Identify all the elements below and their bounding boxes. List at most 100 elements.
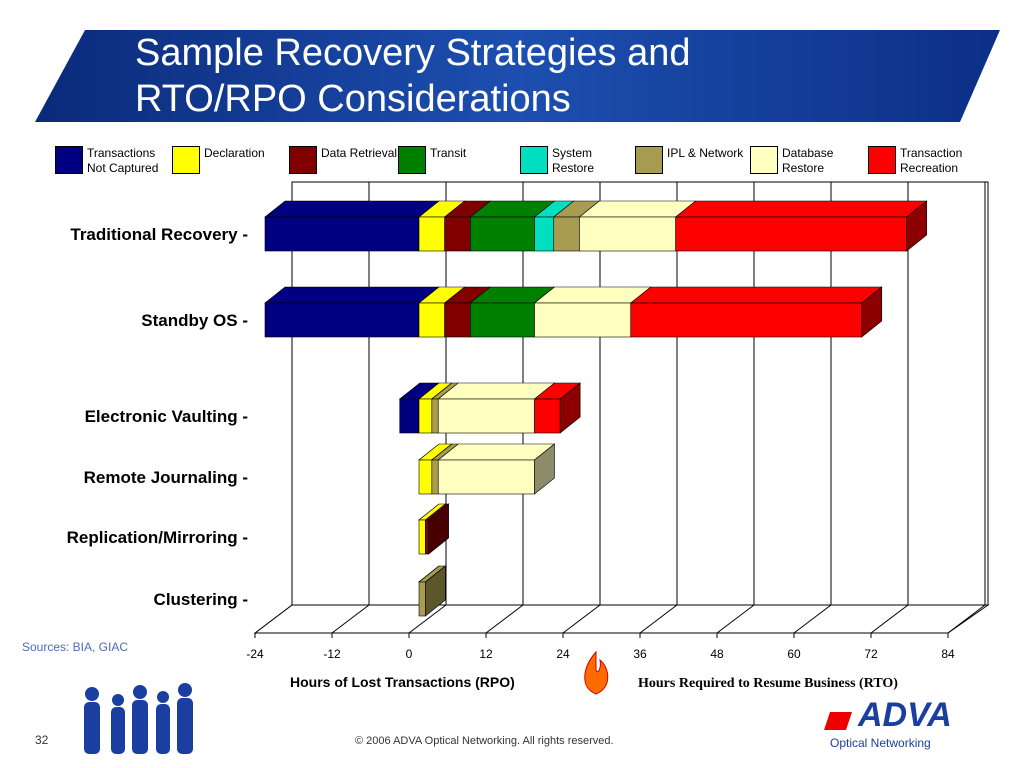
legend-swatch bbox=[289, 146, 317, 174]
legend-label: Declaration bbox=[204, 146, 265, 160]
bar bbox=[418, 459, 433, 495]
legend-label: System Restore bbox=[552, 146, 595, 175]
x-label-left: Hours of Lost Transactions (RPO) bbox=[290, 674, 515, 690]
floor-grid-line bbox=[562, 604, 601, 634]
floor-grid-line bbox=[716, 604, 755, 634]
legend-swatch bbox=[55, 146, 83, 174]
bar bbox=[444, 302, 471, 338]
bar-top bbox=[264, 286, 440, 304]
bar bbox=[470, 302, 535, 338]
legend-item: IPL & Network bbox=[635, 146, 745, 174]
y-tick-label: Traditional Recovery - bbox=[70, 225, 248, 244]
x-tick-label: 36 bbox=[633, 647, 647, 661]
bar-side bbox=[559, 382, 581, 434]
title: Sample Recovery Strategies and RTO/RPO C… bbox=[135, 32, 691, 120]
y-tick-label: Electronic Vaulting - bbox=[85, 407, 248, 426]
legend-item: Transit bbox=[398, 146, 508, 174]
sources: Sources: BIA, GIAC bbox=[21, 640, 129, 654]
bar-side bbox=[534, 443, 555, 495]
legend-swatch bbox=[398, 146, 426, 174]
floor bbox=[253, 604, 990, 634]
bar bbox=[264, 216, 420, 252]
plot: -24 -12 0 12 24 36 48 60 72 84 Traditional Recover… bbox=[67, 181, 990, 661]
y-tick-label: Clustering - bbox=[154, 590, 248, 609]
floor-grid-line bbox=[485, 604, 524, 634]
bar bbox=[418, 302, 445, 338]
x-tick-label: 48 bbox=[710, 647, 724, 661]
y-tick-label: Standby OS - bbox=[141, 311, 248, 330]
legend-item: Database Restore bbox=[750, 146, 860, 176]
x-tick-label: -24 bbox=[246, 647, 264, 661]
x-tick-label: 24 bbox=[556, 647, 570, 661]
people-icon bbox=[84, 683, 193, 754]
y-tick-label: Replication/Mirroring - bbox=[67, 528, 248, 547]
bar bbox=[399, 398, 420, 434]
bar bbox=[418, 519, 426, 555]
floor-grid-line bbox=[947, 604, 986, 634]
floor-grid-line bbox=[870, 604, 909, 634]
x-label-right: Hours Required to Resume Business (RTO) bbox=[638, 676, 898, 691]
bar-side bbox=[906, 200, 927, 252]
flame-icon bbox=[584, 650, 609, 695]
bar bbox=[630, 302, 863, 338]
bar bbox=[264, 302, 420, 338]
legend-label: Data Retrieval bbox=[321, 146, 398, 160]
legend-swatch bbox=[635, 146, 663, 174]
logo-tagline: Optical Networking bbox=[830, 736, 931, 750]
x-tick-label: 60 bbox=[787, 647, 801, 661]
bar-side bbox=[861, 286, 883, 338]
bar bbox=[431, 398, 439, 434]
legend-label: Transaction Recreation bbox=[900, 146, 963, 175]
legend-label: Database Restore bbox=[782, 146, 834, 175]
page-number: 32 bbox=[35, 733, 49, 747]
x-tick-label: 84 bbox=[941, 647, 955, 661]
bar-top bbox=[629, 286, 883, 304]
bar bbox=[431, 459, 439, 495]
x-tick-label: 72 bbox=[864, 647, 878, 661]
floor-grid-line bbox=[793, 604, 832, 634]
bar bbox=[534, 302, 632, 338]
floor-grid-line bbox=[331, 604, 370, 634]
legend-label: Transit bbox=[430, 146, 467, 160]
logo-mark bbox=[824, 712, 852, 730]
bar bbox=[437, 459, 535, 495]
floor-grid-line bbox=[408, 604, 447, 634]
x-tick-label: -12 bbox=[323, 647, 341, 661]
bar-side bbox=[425, 565, 446, 617]
legend-swatch bbox=[172, 146, 200, 174]
bar bbox=[553, 216, 580, 252]
x-tick-label: 0 bbox=[406, 647, 413, 661]
legend-item: Declaration bbox=[172, 146, 282, 174]
floor-grid-line bbox=[639, 604, 678, 634]
legend-item: System Restore bbox=[520, 146, 630, 176]
legend-label: IPL & Network bbox=[667, 146, 744, 160]
legend-item: Data Retrieval bbox=[289, 146, 399, 174]
legend-label: Transactions Not Captured bbox=[87, 146, 159, 175]
bar bbox=[437, 398, 535, 434]
y-tick-label: Remote Journaling - bbox=[84, 468, 248, 487]
bar bbox=[470, 216, 535, 252]
floor-grid-line bbox=[254, 604, 293, 634]
bar-side bbox=[428, 503, 449, 555]
legend-item: Transactions Not Captured bbox=[55, 146, 165, 176]
copyright: © 2006 ADVA Optical Networking. All righ… bbox=[355, 735, 614, 747]
title-banner bbox=[35, 30, 1000, 122]
bar bbox=[444, 216, 471, 252]
bar bbox=[425, 519, 429, 555]
bar-top bbox=[264, 200, 440, 218]
legend-item: Transaction Recreation bbox=[868, 146, 978, 176]
bar bbox=[418, 581, 426, 617]
legend-swatch bbox=[868, 146, 896, 174]
bar bbox=[579, 216, 676, 252]
logo-name: ADVA bbox=[858, 696, 952, 734]
bar bbox=[418, 216, 445, 252]
legend-swatch bbox=[750, 146, 778, 174]
bar bbox=[534, 398, 561, 434]
bar-top bbox=[674, 200, 928, 218]
legend-swatch bbox=[520, 146, 548, 174]
bar bbox=[418, 398, 433, 434]
bar bbox=[534, 216, 555, 252]
bar bbox=[675, 216, 907, 252]
